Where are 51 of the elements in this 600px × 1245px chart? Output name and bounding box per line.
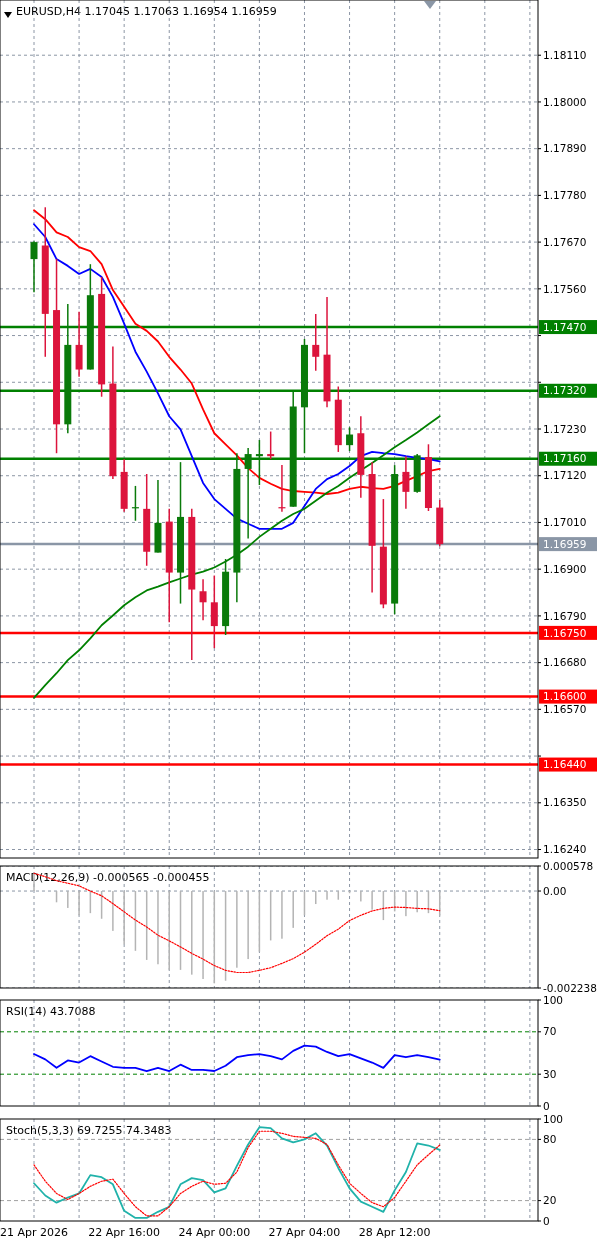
y-tick-label: 30 bbox=[543, 1067, 557, 1080]
y-tick-label: 0.00 bbox=[543, 884, 567, 897]
text: RSI(14) 43.7088 bbox=[6, 1005, 96, 1018]
x-tick-label: 28 Apr 12:00 bbox=[358, 1226, 431, 1239]
line-series bbox=[33, 223, 441, 530]
candlestick bbox=[312, 313, 320, 372]
y-tick-label: 100 bbox=[543, 1112, 564, 1125]
y-tick-label: -0.002238 bbox=[543, 981, 597, 994]
ref-line-label: 1.17320 bbox=[543, 384, 587, 397]
y-tick-label: 1.18110 bbox=[543, 48, 587, 61]
y-tick-label: 80 bbox=[543, 1133, 557, 1146]
ref-line-label: 1.16750 bbox=[543, 626, 587, 639]
y-tick-label: 1.16790 bbox=[543, 609, 587, 622]
y-tick-label: 1.16680 bbox=[543, 656, 587, 669]
x-tick-label: 27 Apr 04:00 bbox=[268, 1226, 341, 1239]
y-tick-label: 1.18000 bbox=[543, 95, 587, 108]
text: Stoch(5,3,3) 69.7255 74.3483 bbox=[6, 1124, 172, 1137]
y-tick-label: 1.16570 bbox=[543, 703, 587, 716]
y-tick-label: 1.17230 bbox=[543, 422, 587, 435]
y-tick-label: 1.16240 bbox=[543, 843, 587, 856]
ref-line-label: 1.16600 bbox=[543, 690, 587, 703]
y-tick-label: 1.16350 bbox=[543, 796, 587, 809]
ref-line-label: 1.17470 bbox=[543, 320, 587, 333]
candlestick bbox=[199, 578, 207, 621]
candlestick bbox=[402, 455, 410, 510]
y-tick-label: 1.17890 bbox=[543, 142, 587, 155]
y-tick-label: 0 bbox=[543, 1214, 550, 1227]
candlestick bbox=[267, 430, 275, 460]
ref-line-label: 1.17160 bbox=[543, 452, 587, 465]
y-tick-label: 0 bbox=[543, 1099, 550, 1112]
y-tick-label: 100 bbox=[543, 993, 564, 1006]
x-tick-label: 21 Apr 2026 bbox=[0, 1226, 69, 1239]
ref-line-label: 1.16440 bbox=[543, 758, 587, 771]
candlestick bbox=[30, 240, 38, 293]
y-tick-label: 1.17120 bbox=[543, 469, 587, 482]
y-tick-label: 70 bbox=[543, 1025, 557, 1038]
ref-line-label: 1.16959 bbox=[543, 537, 587, 550]
y-tick-label: 1.17560 bbox=[543, 282, 587, 295]
x-tick-label: 22 Apr 16:00 bbox=[88, 1226, 161, 1239]
y-tick-label: 1.17780 bbox=[543, 189, 587, 202]
candlestick bbox=[346, 426, 354, 452]
y-tick-label: 1.16900 bbox=[543, 562, 587, 575]
candlestick bbox=[210, 574, 218, 649]
text: EURUSD,H4 1.17045 1.17063 1.16954 1.16959 bbox=[16, 5, 277, 18]
y-tick-label: 1.17010 bbox=[543, 516, 587, 529]
y-tick-label: 20 bbox=[543, 1194, 557, 1207]
y-tick-label: 0.000578 bbox=[543, 859, 594, 872]
line-series bbox=[33, 209, 441, 495]
line-series bbox=[33, 1044, 441, 1072]
y-tick-label: 1.17670 bbox=[543, 235, 587, 248]
x-tick-label: 24 Apr 00:00 bbox=[178, 1226, 251, 1239]
